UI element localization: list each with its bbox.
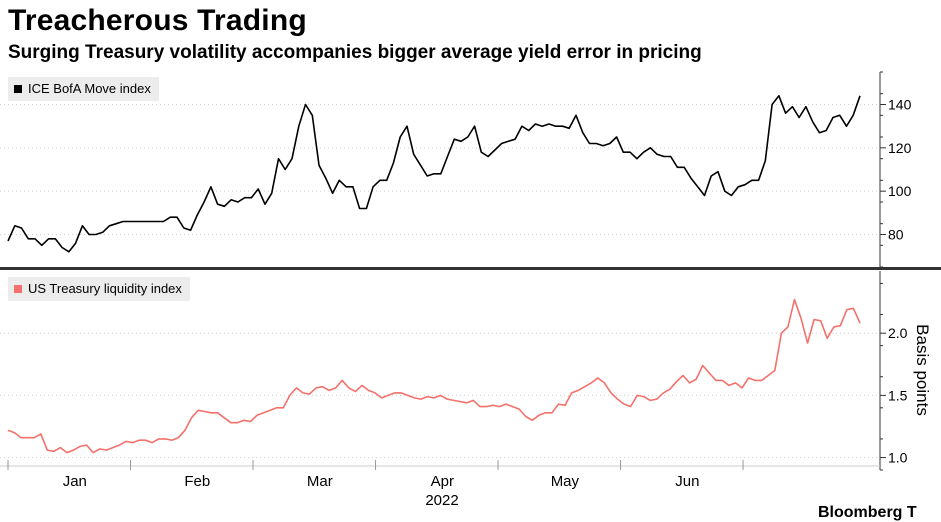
x-tick-label-jan: Jan xyxy=(63,473,87,490)
top-panel-y-ticks: 80 100 120 140 xyxy=(880,71,912,268)
x-axis-month-ticks: Jan Feb Mar Apr May Jun xyxy=(7,460,744,490)
legend-move-index: ICE BofA Move index xyxy=(8,77,159,101)
series-lines xyxy=(7,95,861,454)
legend-swatch-red xyxy=(14,285,22,293)
legend-swatch-black xyxy=(14,85,22,93)
x-axis-year-label: 2022 xyxy=(425,492,458,509)
y-tick-label-liquidity-2: 2.0 xyxy=(888,325,908,341)
legend-label-liquidity-index: US Treasury liquidity index xyxy=(28,281,182,296)
chart-title: Treacherous Trading xyxy=(8,4,307,37)
source-label: Bloomberg T xyxy=(818,504,917,521)
series-line-liquidity xyxy=(7,298,861,454)
chart-subtitle: Surging Treasury volatility accompanies … xyxy=(8,42,702,63)
top-panel-gridlines xyxy=(0,104,880,235)
y-tick-label-liquidity-0: 1.0 xyxy=(888,450,908,466)
legend-label-move-index: ICE BofA Move index xyxy=(28,81,151,96)
y-tick-label-move-2: 120 xyxy=(888,140,912,156)
x-tick-label-mar: Mar xyxy=(307,473,333,490)
x-tick-label-feb: Feb xyxy=(184,473,210,490)
legend-liquidity-index: US Treasury liquidity index xyxy=(8,277,190,301)
series-line-move xyxy=(7,95,861,253)
y-tick-label-liquidity-1: 1.5 xyxy=(888,387,908,403)
y-tick-label-move-3: 140 xyxy=(888,97,912,113)
y-tick-label-move-0: 80 xyxy=(888,227,904,243)
bottom-panel-y-ticks: 1.0 1.5 2.0 xyxy=(880,282,908,471)
y-tick-label-move-1: 100 xyxy=(888,183,912,199)
x-tick-label-apr: Apr xyxy=(431,473,454,490)
x-tick-label-may: May xyxy=(551,473,580,490)
y-axis-title: Basis points xyxy=(913,324,932,416)
x-tick-label-jun: Jun xyxy=(675,473,699,490)
